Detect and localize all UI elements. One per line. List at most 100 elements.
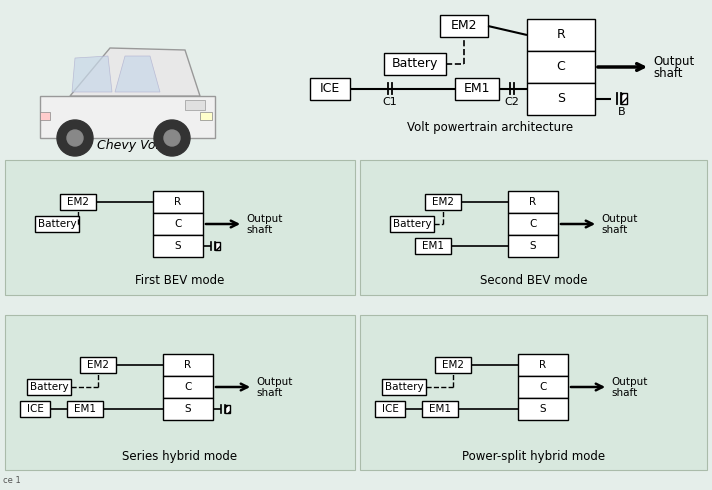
Text: EM2: EM2 — [442, 360, 464, 370]
Text: Output: Output — [246, 214, 283, 224]
Bar — [185, 100, 205, 110]
Bar — [163, 354, 213, 376]
Bar — [518, 354, 568, 376]
Bar — [67, 401, 103, 417]
Bar — [435, 357, 471, 373]
Text: EM2: EM2 — [432, 197, 454, 207]
Text: C2: C2 — [504, 97, 519, 107]
Bar — [384, 53, 446, 75]
Text: Battery: Battery — [393, 219, 431, 229]
Text: Volt powertrain architecture: Volt powertrain architecture — [407, 121, 573, 133]
Bar — [310, 78, 350, 100]
Text: shaft: shaft — [246, 225, 272, 235]
Text: S: S — [540, 404, 546, 414]
Text: shaft: shaft — [256, 388, 282, 398]
Text: S: S — [557, 93, 565, 105]
Bar — [60, 194, 96, 210]
Text: C: C — [184, 382, 192, 392]
Bar — [163, 376, 213, 398]
Text: Output: Output — [611, 377, 647, 387]
Bar — [390, 216, 434, 232]
Text: C: C — [529, 219, 537, 229]
Circle shape — [154, 120, 190, 156]
Bar — [518, 376, 568, 398]
Text: Output: Output — [256, 377, 293, 387]
Text: EM1: EM1 — [429, 404, 451, 414]
Bar — [27, 379, 71, 395]
Bar — [375, 401, 405, 417]
Bar — [153, 235, 203, 257]
Text: ICE: ICE — [320, 82, 340, 96]
Bar — [518, 398, 568, 420]
Text: Battery: Battery — [30, 382, 68, 392]
Bar — [527, 19, 595, 51]
Bar — [200, 112, 212, 120]
Text: EM1: EM1 — [422, 241, 444, 251]
Bar — [422, 401, 458, 417]
Text: Output: Output — [601, 214, 637, 224]
Polygon shape — [70, 48, 200, 96]
Bar — [425, 194, 461, 210]
Text: S: S — [174, 241, 182, 251]
Bar — [440, 15, 488, 37]
Bar — [360, 160, 707, 295]
Text: Chevy Volt: Chevy Volt — [97, 139, 164, 151]
Bar — [508, 213, 558, 235]
Circle shape — [57, 120, 93, 156]
Bar — [415, 238, 451, 254]
Text: C: C — [174, 219, 182, 229]
Text: Second BEV mode: Second BEV mode — [480, 274, 587, 288]
Bar — [35, 216, 79, 232]
Bar — [5, 160, 355, 295]
Bar — [508, 191, 558, 213]
Text: Battery: Battery — [384, 382, 424, 392]
Text: S: S — [184, 404, 192, 414]
Bar — [5, 315, 355, 470]
Bar — [153, 191, 203, 213]
Text: EM1: EM1 — [464, 82, 491, 96]
Bar — [527, 51, 595, 83]
Bar — [80, 357, 116, 373]
Text: Battery: Battery — [392, 57, 438, 71]
Bar — [225, 405, 230, 413]
Bar — [508, 235, 558, 257]
Text: C: C — [557, 60, 565, 74]
Text: ce 1: ce 1 — [3, 475, 21, 485]
Bar — [382, 379, 426, 395]
Bar — [153, 213, 203, 235]
Bar — [215, 242, 220, 250]
Polygon shape — [115, 56, 160, 92]
Text: R: R — [174, 197, 182, 207]
Text: First BEV mode: First BEV mode — [135, 274, 225, 288]
Text: B: B — [618, 107, 626, 117]
Text: R: R — [530, 197, 537, 207]
Circle shape — [164, 130, 180, 146]
Bar — [40, 112, 50, 120]
Text: Output: Output — [653, 55, 694, 69]
Text: shaft: shaft — [653, 68, 683, 80]
Bar — [455, 78, 499, 100]
Text: Series hybrid mode: Series hybrid mode — [122, 449, 238, 463]
Polygon shape — [72, 56, 112, 92]
Bar — [527, 83, 595, 115]
Text: EM2: EM2 — [87, 360, 109, 370]
Bar — [20, 401, 50, 417]
Text: EM2: EM2 — [67, 197, 89, 207]
Text: C: C — [539, 382, 547, 392]
Text: EM2: EM2 — [451, 20, 477, 32]
Text: R: R — [540, 360, 547, 370]
Bar — [360, 315, 707, 470]
Bar — [621, 94, 627, 104]
Text: shaft: shaft — [601, 225, 627, 235]
Text: ICE: ICE — [382, 404, 399, 414]
Text: Battery: Battery — [38, 219, 76, 229]
Text: ICE: ICE — [26, 404, 43, 414]
Bar — [40, 96, 215, 138]
Text: S: S — [530, 241, 536, 251]
Text: R: R — [184, 360, 192, 370]
Text: C1: C1 — [382, 97, 397, 107]
Text: shaft: shaft — [611, 388, 637, 398]
Text: EM1: EM1 — [74, 404, 96, 414]
Bar — [163, 398, 213, 420]
Text: R: R — [557, 28, 565, 42]
